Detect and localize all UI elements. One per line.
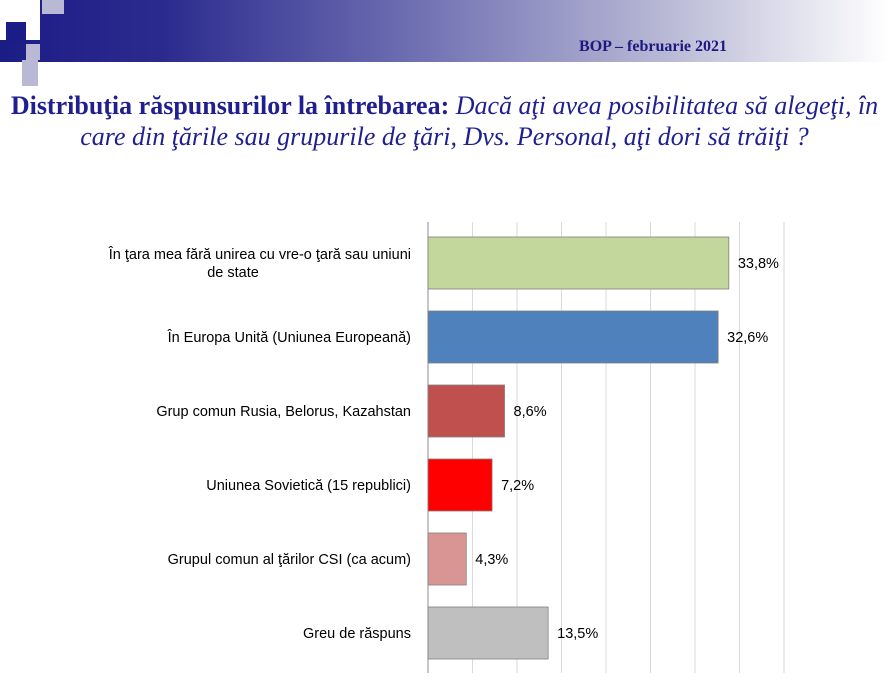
data-label: 7,2%	[501, 478, 534, 494]
header-label: BOP – februarie 2021	[579, 38, 727, 55]
header-square-lilac	[26, 44, 40, 60]
header-square-lilac-top	[42, 0, 64, 14]
category-label: Uniunea Sovietică (15 republici)	[206, 478, 411, 494]
header-square-navy	[6, 22, 26, 44]
category-label: de state	[207, 265, 259, 281]
bar	[427, 606, 549, 660]
bar	[427, 384, 505, 438]
category-label: Grup comun Rusia, Belorus, Kazahstan	[156, 404, 411, 420]
category-label: Grupul comun al ţărilor CSI (ca acum)	[168, 552, 411, 568]
category-label: În Europa Unită (Uniunea Europeană)	[167, 329, 411, 346]
data-label: 4,3%	[475, 552, 508, 568]
category-label: Greu de răspuns	[303, 626, 411, 642]
bar	[427, 458, 493, 512]
title-question: Dacă aţi avea posibilitatea să alegeţi, …	[80, 91, 879, 151]
bar	[427, 532, 467, 586]
data-label: 13,5%	[557, 626, 598, 642]
header-gradient-bar	[0, 0, 889, 62]
category-label: În ţara mea fără unirea cu vre-o ţară sa…	[108, 246, 411, 263]
data-label: 8,6%	[514, 404, 547, 420]
title-bold-part: Distribuţia răspunsurilor la întrebarea:	[10, 91, 450, 120]
data-label: 33,8%	[738, 256, 779, 272]
header-square-lilac-bottom	[22, 60, 38, 86]
bar	[427, 310, 719, 364]
page-title: Distribuţia răspunsurilor la întrebarea:…	[0, 90, 889, 152]
data-label: 32,6%	[727, 330, 768, 346]
bar	[427, 236, 730, 290]
